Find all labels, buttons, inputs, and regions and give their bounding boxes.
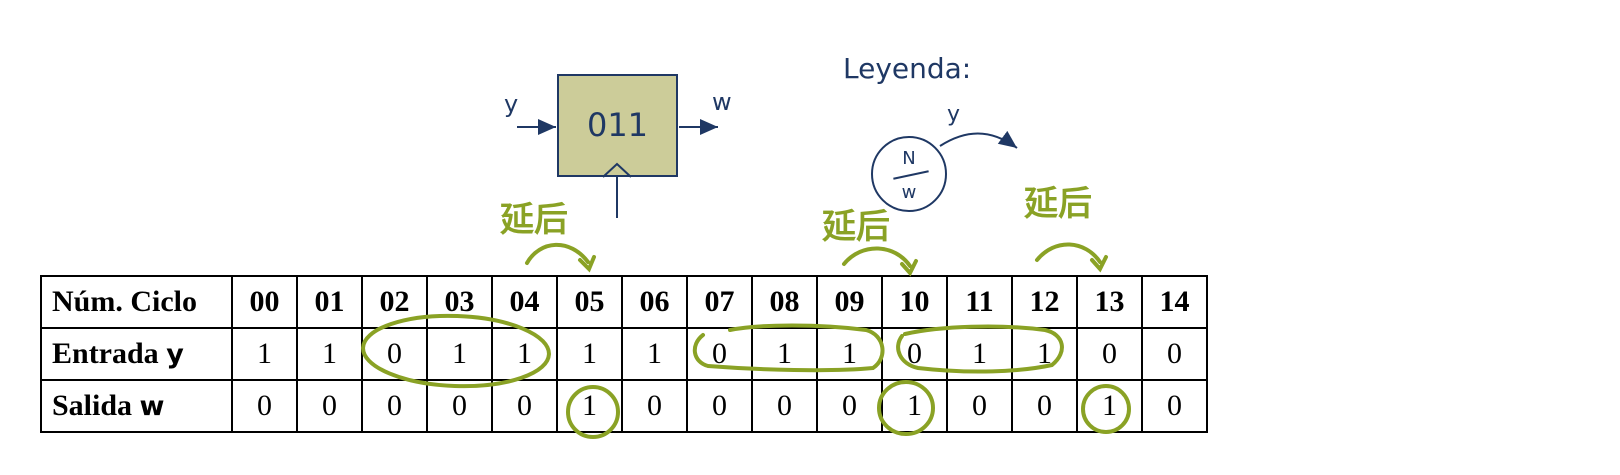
cycle-header-cell: 03 [426, 275, 493, 329]
delay-annotation-label: 延后 [500, 200, 568, 240]
output-value-cell: 0 [491, 379, 558, 433]
input-value-cell: 1 [556, 327, 623, 381]
input-value-cell: 1 [946, 327, 1013, 381]
cycle-header-cell: 14 [1141, 275, 1208, 329]
legend-transition-label: y [947, 102, 961, 127]
output-value-cell: 0 [231, 379, 298, 433]
cycle-header-cell: 04 [491, 275, 558, 329]
output-value-cell: 1 [881, 379, 948, 433]
fsm-block: 011 [557, 74, 678, 177]
cycle-header-cell: 07 [686, 275, 753, 329]
input-value-cell: 1 [621, 327, 688, 381]
output-row-label-var: w [139, 391, 165, 422]
cycle-header-cell: 12 [1011, 275, 1078, 329]
output-value-cell: 0 [621, 379, 688, 433]
cycle-header-cell: 05 [556, 275, 623, 329]
timing-table: Núm. Ciclo 00 01 02 03 04 05 06 07 08 09 10 11 12 13 1… [40, 275, 1208, 433]
input-value-cell: 1 [296, 327, 363, 381]
delay-arrow-icon [525, 242, 596, 273]
fsm-input-label: y [504, 90, 519, 118]
legend-title: Leyenda: [843, 52, 972, 85]
cycle-header-cell: 13 [1076, 275, 1143, 329]
input-row-label-text: Entrada [52, 337, 167, 370]
header-label: Núm. Ciclo [40, 275, 233, 329]
input-value-cell: 1 [491, 327, 558, 381]
fsm-output-label: w [712, 88, 732, 116]
legend-state-output: w [901, 182, 917, 203]
input-row-label: Entrada y [40, 327, 233, 381]
cycle-header-cell: 11 [946, 275, 1013, 329]
output-value-cell: 0 [751, 379, 818, 433]
input-value-cell: 0 [1141, 327, 1208, 381]
output-row-label-text: Salida [52, 389, 140, 422]
output-value-cell: 0 [1141, 379, 1208, 433]
input-value-cell: 1 [816, 327, 883, 381]
output-row-label: Salida w [40, 379, 233, 433]
input-value-cell: 0 [686, 327, 753, 381]
input-value-cell: 0 [361, 327, 428, 381]
input-value-cell: 0 [1076, 327, 1143, 381]
input-value-cell: 0 [881, 327, 948, 381]
output-value-cell: 0 [686, 379, 753, 433]
cycle-header-cell: 08 [751, 275, 818, 329]
legend-state-circle: N w [871, 136, 947, 212]
input-value-cell: 1 [1011, 327, 1078, 381]
output-value-cell: 1 [556, 379, 623, 433]
output-value-cell: 0 [426, 379, 493, 433]
input-value-cell: 1 [426, 327, 493, 381]
output-value-cell: 0 [361, 379, 428, 433]
input-value-cell: 1 [231, 327, 298, 381]
output-value-cell: 0 [816, 379, 883, 433]
output-value-cell: 0 [1011, 379, 1078, 433]
delay-annotation-label: 延后 [822, 207, 890, 247]
delay-arrow-icon [1035, 242, 1108, 273]
cycle-header-cell: 06 [621, 275, 688, 329]
legend-transition-arrow [939, 130, 1018, 149]
legend-divider [893, 170, 929, 180]
cycle-header-cell: 10 [881, 275, 948, 329]
delay-arrow-icon [842, 246, 918, 277]
input-value-cell: 1 [751, 327, 818, 381]
legend-state-name: N [902, 148, 916, 169]
output-value-cell: 1 [1076, 379, 1143, 433]
cycle-header-cell: 01 [296, 275, 363, 329]
cycle-header-cell: 00 [231, 275, 298, 329]
fsm-state-label: 011 [586, 106, 649, 144]
delay-annotation-label: 延后 [1024, 184, 1092, 224]
table-row: Núm. Ciclo 00 01 02 03 04 05 06 07 08 09 10 11 12 13 1… [40, 275, 1208, 329]
output-value-cell: 0 [946, 379, 1013, 433]
cycle-header-cell: 02 [361, 275, 428, 329]
output-value-cell: 0 [296, 379, 363, 433]
input-row-label-var: y [166, 339, 184, 370]
cycle-header-cell: 09 [816, 275, 883, 329]
